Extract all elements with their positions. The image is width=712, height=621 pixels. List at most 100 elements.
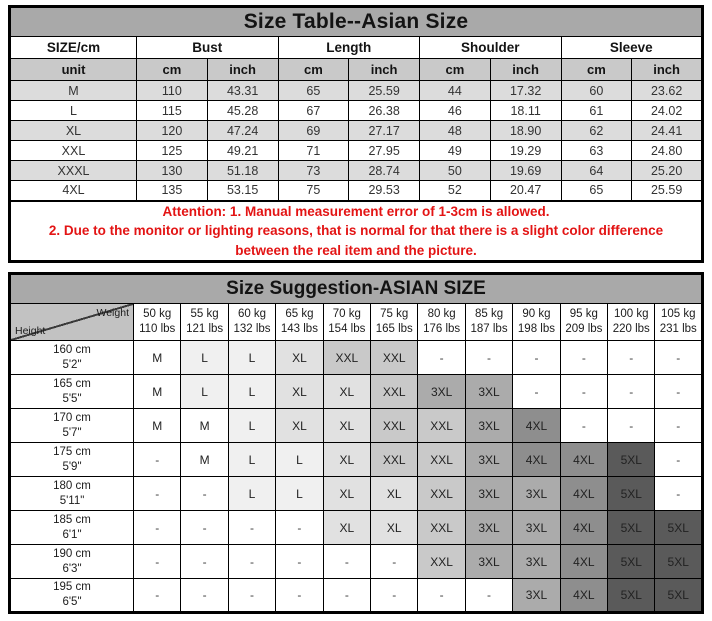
measurement-cell: 52: [419, 180, 491, 201]
suggestion-cell: XXL: [417, 476, 466, 512]
suggestion-cell: -: [559, 340, 609, 376]
weight-header-cell: 55 kg 121 lbs: [180, 303, 229, 342]
suggestion-cell: L: [180, 340, 229, 376]
suggestion-cell: XXL: [417, 408, 466, 444]
height-row-160-cm: 160 cm 5'2" M L L XL XXL XXL - - - - - -: [9, 340, 703, 376]
height-cm-label: 170 cm: [53, 411, 91, 424]
suggestion-cell: 3XL: [512, 510, 561, 546]
suggestion-cell: -: [370, 578, 419, 614]
unit-cell-4: inch: [348, 58, 420, 81]
suggestion-cell: M: [132, 374, 182, 410]
measurement-cell: 18.90: [489, 120, 562, 141]
height-cm-label: 190 cm: [53, 547, 91, 560]
suggestion-cell: 5XL: [607, 476, 656, 512]
height-cm-label: 185 cm: [53, 513, 91, 526]
height-ft-label: 5'2": [62, 358, 82, 371]
measurement-cell: 50: [419, 160, 491, 181]
measurement-cell: 125: [136, 140, 208, 161]
suggestion-cell: -: [607, 340, 656, 376]
col-group-size-cm: SIZE/cm: [9, 36, 137, 59]
height-cm-label: 165 cm: [53, 377, 91, 390]
measurement-cell: 73: [277, 160, 350, 181]
measurement-cell: 71: [277, 140, 350, 161]
suggestion-cell: -: [559, 408, 609, 444]
measurement-cell: 20.47: [489, 180, 562, 201]
height-ft-label: 6'3": [62, 562, 82, 575]
suggestion-cell: -: [512, 374, 561, 410]
suggestion-cell: -: [275, 510, 324, 546]
measurement-cell: 47.24: [206, 120, 279, 141]
suggestion-cell: -: [275, 578, 324, 614]
size-table: Size Table--Asian Size SIZE/cm Bust Length…: [8, 5, 704, 264]
measurement-cell: 25.20: [631, 160, 703, 181]
suggestion-cell: XL: [322, 476, 372, 512]
size-row-l: L 115 45.28 67 26.38 46 18.11 61 24.02: [9, 100, 703, 121]
suggestion-cell: -: [275, 544, 324, 580]
suggestion-header-row: Weight Height 50 kg 110 lbs 55 kg 121 lbs 60…: [9, 303, 703, 342]
measurement-cell: 29.53: [348, 180, 420, 201]
suggestion-cell: XL: [275, 340, 324, 376]
height-row-185-cm: 185 cm 6'1" - - - - XL XL XXL 3XL 3XL 4XL 5XL 5XL: [9, 510, 703, 546]
measurement-cell: 27.17: [348, 120, 420, 141]
suggestion-table-title: Size Suggestion-ASIAN SIZE: [9, 273, 703, 305]
suggestion-cell: XXL: [370, 408, 419, 444]
suggestion-cell: 5XL: [654, 544, 703, 580]
size-label-cell: 4XL: [9, 180, 137, 201]
suggestion-cell: XL: [370, 476, 419, 512]
suggestion-cell: 3XL: [464, 544, 514, 580]
suggestion-cell: 4XL: [559, 476, 609, 512]
weight-lbs-label: 143 lbs: [280, 323, 318, 336]
unit-cell-8: inch: [631, 58, 703, 81]
measurement-cell: 110: [136, 80, 208, 101]
measurement-cell: 26.38: [348, 100, 420, 121]
height-label-cell: 170 cm 5'7": [9, 408, 134, 444]
suggestion-cell: -: [132, 510, 182, 546]
size-label-cell: XL: [9, 120, 137, 141]
suggestion-cell: -: [464, 578, 514, 614]
suggestion-cell: -: [464, 340, 514, 376]
measurement-cell: 24.41: [631, 120, 703, 141]
attention-line-1: Attention: 1. Manual measurement error o…: [162, 203, 550, 219]
weight-kg-label: 55 kg: [190, 307, 219, 320]
height-cm-label: 175 cm: [53, 445, 91, 458]
measurement-cell: 49: [419, 140, 491, 161]
measurement-cell: 61: [560, 100, 633, 121]
weight-kg-label: 50 kg: [143, 307, 172, 320]
weight-header-cell: 50 kg 110 lbs: [132, 303, 182, 342]
measurement-cell: 63: [560, 140, 633, 161]
suggestion-cell: L: [180, 374, 229, 410]
height-ft-label: 5'9": [62, 460, 82, 473]
weight-lbs-label: 187 lbs: [470, 323, 508, 336]
unit-cell-6: inch: [489, 58, 562, 81]
weight-lbs-label: 121 lbs: [186, 323, 224, 336]
measurement-cell: 48: [419, 120, 491, 141]
suggestion-cell: -: [654, 374, 703, 410]
size-row-xxxl: XXXL 130 51.18 73 28.74 50 19.69 64 25.20: [9, 160, 703, 181]
measurement-cell: 23.62: [631, 80, 703, 101]
measurement-cell: 43.31: [206, 80, 279, 101]
size-label-cell: L: [9, 100, 137, 121]
height-label-cell: 195 cm 6'5": [9, 578, 134, 614]
suggestion-cell: 4XL: [559, 510, 609, 546]
weight-kg-label: 90 kg: [522, 307, 551, 320]
weight-header-cell: 90 kg 198 lbs: [512, 303, 561, 342]
height-row-190-cm: 190 cm 6'3" - - - - - - XXL 3XL 3XL 4XL 5XL 5XL: [9, 544, 703, 580]
suggestion-cell: L: [227, 408, 277, 444]
height-ft-label: 5'7": [62, 426, 82, 439]
suggestion-cell: 5XL: [654, 510, 703, 546]
weight-lbs-label: 231 lbs: [659, 323, 697, 336]
col-group-shoulder: Shoulder: [419, 36, 562, 59]
suggestion-cell: XL: [322, 374, 372, 410]
weight-lbs-label: 198 lbs: [517, 323, 555, 336]
suggestion-cell: -: [180, 578, 229, 614]
size-table-title-row: Size Table--Asian Size: [9, 6, 703, 37]
attention-line-3: between the real item and the picture.: [235, 242, 477, 258]
weight-header-cell: 95 kg 209 lbs: [559, 303, 609, 342]
suggestion-cell: XXL: [417, 544, 466, 580]
measurement-cell: 24.80: [631, 140, 703, 161]
weight-lbs-label: 165 lbs: [375, 323, 413, 336]
weight-header-cell: 85 kg 187 lbs: [464, 303, 514, 342]
suggestion-cell: -: [180, 476, 229, 512]
height-row-175-cm: 175 cm 5'9" - M L L XL XXL XXL 3XL 4XL 4XL 5XL -: [9, 442, 703, 478]
suggestion-cell: -: [559, 374, 609, 410]
